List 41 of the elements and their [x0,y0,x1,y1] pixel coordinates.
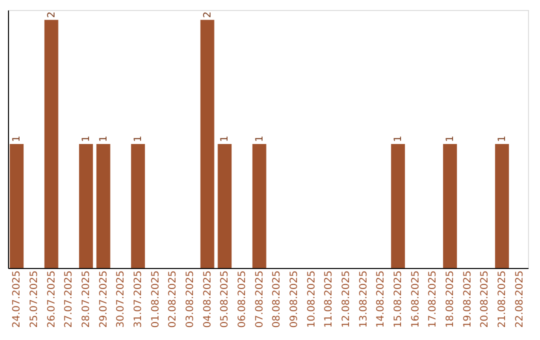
x-tick-label: 31.07.2025 [133,270,144,328]
x-tick-label: 03.08.2025 [185,270,196,328]
x-tick-label: 01.08.2025 [150,270,162,328]
x-tick-label: 11.08.2025 [324,270,335,328]
x-tick-label: 28.07.2025 [81,270,92,328]
x-tick-label: 25.07.2025 [29,270,40,328]
x-tick-label: 18.08.2025 [445,270,456,328]
x-tick-label: 05.08.2025 [220,270,231,328]
data-label: 1 [133,136,144,142]
data-label: 1 [98,136,110,142]
x-tick-label: 08.08.2025 [272,270,283,328]
x-tick-label: 30.07.2025 [116,270,127,328]
x-tick-label: 29.07.2025 [98,270,110,328]
x-tick-label: 14.08.2025 [376,270,387,328]
x-tick-label: 07.08.2025 [254,270,266,328]
data-label: 1 [393,136,404,142]
x-tick-label: 22.08.2025 [514,270,526,328]
x-tick-label: 15.08.2025 [393,270,404,328]
x-tick-label: 06.08.2025 [237,270,248,328]
data-label: 2 [202,12,214,18]
x-tick-label: 02.08.2025 [168,270,179,328]
x-tick-label: 12.08.2025 [341,270,352,328]
x-tick-label: 04.08.2025 [202,270,214,328]
x-tick-label: 10.08.2025 [306,270,318,328]
x-tick-label: 16.08.2025 [410,270,422,328]
x-tick-label: 13.08.2025 [358,270,370,328]
x-tick-label: 19.08.2025 [462,270,474,328]
x-tick-label: 21.08.2025 [497,270,508,328]
data-label: 1 [497,136,508,142]
data-label: 1 [220,136,231,142]
x-tick-label: 27.07.2025 [64,270,75,328]
data-label: 2 [46,12,58,18]
x-tick-label: 17.08.2025 [428,270,439,328]
x-tick-label: 20.08.2025 [480,270,491,328]
x-tick-label: 24.07.2025 [12,270,23,328]
x-tick-label: 26.07.2025 [46,270,58,328]
data-label: 1 [254,136,266,142]
data-label: 1 [445,136,456,142]
x-tick-label: 09.08.2025 [289,270,300,328]
data-label: 1 [81,136,92,142]
data-label: 1 [12,136,23,142]
